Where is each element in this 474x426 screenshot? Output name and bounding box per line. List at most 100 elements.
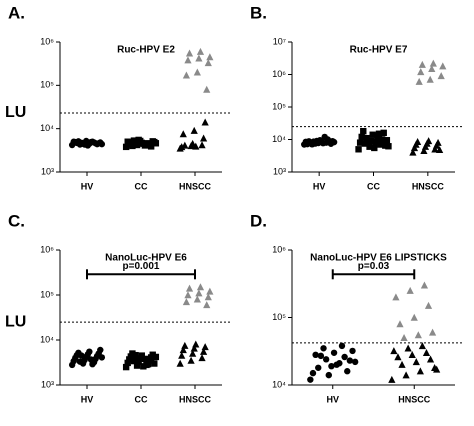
data-point: [176, 359, 184, 367]
data-point: [428, 328, 437, 336]
data-point: [179, 130, 187, 138]
data-point: [199, 347, 208, 355]
data-point: [429, 59, 437, 67]
y-tick-label: 10⁵: [40, 80, 54, 90]
data-point: [366, 143, 373, 150]
data-point: [204, 59, 212, 67]
data-point: [396, 320, 404, 328]
data-point: [434, 138, 442, 146]
y-tick-label: 10³: [273, 166, 286, 176]
data-point: [358, 133, 365, 141]
data-point: [375, 130, 383, 137]
data-point: [439, 62, 447, 70]
data-point: [185, 49, 194, 57]
data-point: [152, 140, 160, 147]
y-tick-label: 10³: [41, 379, 54, 389]
data-point: [426, 75, 434, 83]
data-point: [433, 365, 441, 373]
data-point: [204, 293, 212, 301]
data-point: [135, 358, 142, 365]
data-point: [422, 348, 431, 356]
chart-title: Ruc-HPV E2: [117, 45, 175, 56]
p-value: p=0.001: [123, 261, 160, 272]
data-point: [76, 358, 84, 365]
data-point: [132, 351, 139, 359]
data-point: [98, 354, 106, 361]
data-point: [201, 343, 209, 351]
data-point: [390, 347, 398, 355]
data-point: [179, 346, 187, 354]
data-point: [400, 334, 408, 342]
data-point: [349, 347, 356, 355]
data-point: [437, 72, 445, 80]
data-point: [408, 351, 416, 359]
y-tick-label: 10⁴: [40, 334, 54, 344]
data-point: [89, 138, 96, 145]
data-point: [196, 47, 205, 55]
data-point: [203, 85, 211, 93]
panel-label: D.: [250, 211, 267, 230]
x-tick-label: CC: [135, 394, 148, 404]
data-point: [98, 140, 106, 148]
data-point: [322, 356, 330, 363]
data-point: [192, 142, 200, 150]
data-point: [418, 60, 426, 68]
y-tick-label: 10⁶: [40, 36, 54, 46]
y-tick-label: 10⁵: [272, 312, 286, 322]
data-point: [402, 371, 410, 379]
data-point: [346, 357, 354, 364]
y-tick-label: 10⁵: [40, 289, 54, 299]
x-tick-label: HV: [81, 181, 94, 191]
p-value: p=0.03: [358, 261, 390, 272]
data-point: [182, 71, 191, 79]
y-tick-label: 10⁴: [272, 379, 286, 389]
data-point: [351, 358, 359, 366]
data-point: [187, 356, 195, 364]
data-point: [189, 349, 197, 357]
data-point: [310, 138, 317, 145]
panel-label: C.: [8, 211, 25, 230]
data-point: [309, 369, 317, 377]
data-point: [320, 345, 327, 352]
data-point: [410, 313, 418, 321]
data-point: [372, 138, 380, 145]
data-point: [184, 56, 192, 64]
data-point: [147, 143, 155, 150]
cutoff-label: LU: [5, 104, 26, 121]
data-point: [181, 341, 189, 349]
data-point: [206, 287, 214, 295]
data-point: [420, 146, 428, 154]
data-point: [181, 141, 189, 149]
data-point: [414, 331, 422, 339]
y-tick-label: 10⁷: [273, 36, 286, 46]
data-point: [356, 139, 364, 146]
data-point: [124, 359, 131, 367]
data-point: [195, 54, 203, 62]
data-point: [409, 148, 417, 156]
data-point: [315, 364, 322, 371]
x-tick-label: CC: [367, 181, 380, 191]
data-point: [152, 353, 160, 361]
data-point: [330, 138, 338, 146]
chart-title: Ruc-HPV E7: [350, 45, 408, 56]
data-point: [355, 146, 362, 153]
data-point: [344, 368, 351, 375]
x-tick-label: HV: [326, 394, 339, 404]
y-tick-label: 10⁴: [40, 123, 54, 133]
data-point: [206, 53, 214, 61]
data-point: [195, 289, 203, 297]
x-tick-label: CC: [135, 181, 148, 191]
data-point: [398, 360, 406, 368]
y-tick-label: 10³: [41, 166, 54, 176]
data-point: [133, 141, 141, 149]
y-tick-label: 10⁶: [272, 69, 286, 79]
data-point: [184, 291, 192, 299]
data-point: [89, 360, 96, 368]
data-point: [203, 301, 211, 309]
data-point: [369, 131, 376, 138]
data-point: [190, 126, 198, 134]
chart-title: NanoLuc-HPV E6 LIPSTICKS: [310, 253, 447, 264]
data-point: [392, 293, 400, 301]
data-point: [185, 284, 194, 292]
data-point: [414, 137, 422, 145]
